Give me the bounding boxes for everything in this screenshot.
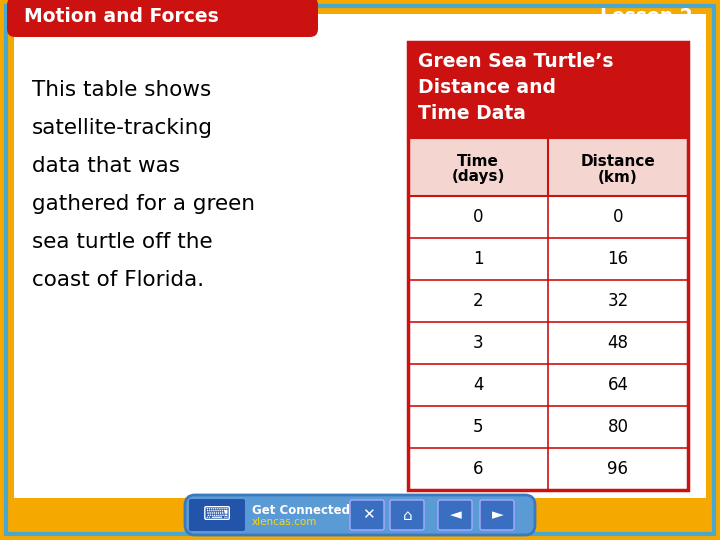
Text: ⌂: ⌂	[403, 508, 413, 523]
Text: 0: 0	[473, 208, 483, 226]
Text: 16: 16	[608, 250, 629, 268]
Bar	[408, 280, 688, 322]
Text: 4: 4	[473, 376, 483, 394]
Text: (days): (days)	[451, 170, 505, 185]
Bar	[408, 196, 688, 238]
Text: data that was: data that was	[32, 156, 180, 176]
Text: 48: 48	[608, 334, 629, 352]
Text: coast of Florida.: coast of Florida.	[32, 270, 204, 290]
Text: ◄: ◄	[450, 508, 462, 523]
Text: 64: 64	[608, 376, 629, 394]
Text: 96: 96	[608, 460, 629, 478]
Text: Get Connected: Get Connected	[252, 503, 350, 516]
Text: This table shows: This table shows	[32, 80, 211, 100]
Text: 32: 32	[608, 292, 629, 310]
FancyBboxPatch shape	[7, 0, 318, 37]
Text: 3: 3	[473, 334, 483, 352]
Text: satellite-tracking: satellite-tracking	[32, 118, 213, 138]
Bar	[408, 42, 688, 138]
Text: Time Data: Time Data	[418, 104, 526, 123]
Bar	[408, 238, 688, 280]
FancyBboxPatch shape	[438, 500, 472, 530]
Text: 1: 1	[473, 250, 483, 268]
Text: ►: ►	[492, 508, 504, 523]
Text: Motion and Forces: Motion and Forces	[24, 8, 219, 26]
Text: ⌨: ⌨	[203, 505, 231, 524]
Text: 80: 80	[608, 418, 629, 436]
Text: 6: 6	[473, 460, 483, 478]
Text: 0: 0	[613, 208, 624, 226]
Bar	[408, 138, 688, 196]
Text: Lesson 2: Lesson 2	[600, 6, 693, 25]
Bar	[408, 406, 688, 448]
FancyBboxPatch shape	[185, 495, 535, 535]
Text: (km): (km)	[598, 170, 638, 185]
Bar	[408, 42, 688, 490]
FancyBboxPatch shape	[390, 500, 424, 530]
Text: Distance: Distance	[580, 153, 655, 168]
Text: gathered for a green: gathered for a green	[32, 194, 255, 214]
Text: xlencas.com: xlencas.com	[252, 517, 318, 527]
Text: sea turtle off the: sea turtle off the	[32, 232, 212, 252]
Text: Green Sea Turtle’s: Green Sea Turtle’s	[418, 52, 613, 71]
Bar	[408, 448, 688, 490]
FancyBboxPatch shape	[350, 500, 384, 530]
FancyBboxPatch shape	[480, 500, 514, 530]
Bar	[408, 364, 688, 406]
Bar	[14, 14, 706, 498]
Text: ✕: ✕	[361, 508, 374, 523]
Text: 5: 5	[473, 418, 483, 436]
Text: 2: 2	[473, 292, 483, 310]
Bar	[408, 322, 688, 364]
Text: Time: Time	[457, 153, 499, 168]
Text: Distance and: Distance and	[418, 78, 556, 97]
FancyBboxPatch shape	[189, 499, 245, 531]
